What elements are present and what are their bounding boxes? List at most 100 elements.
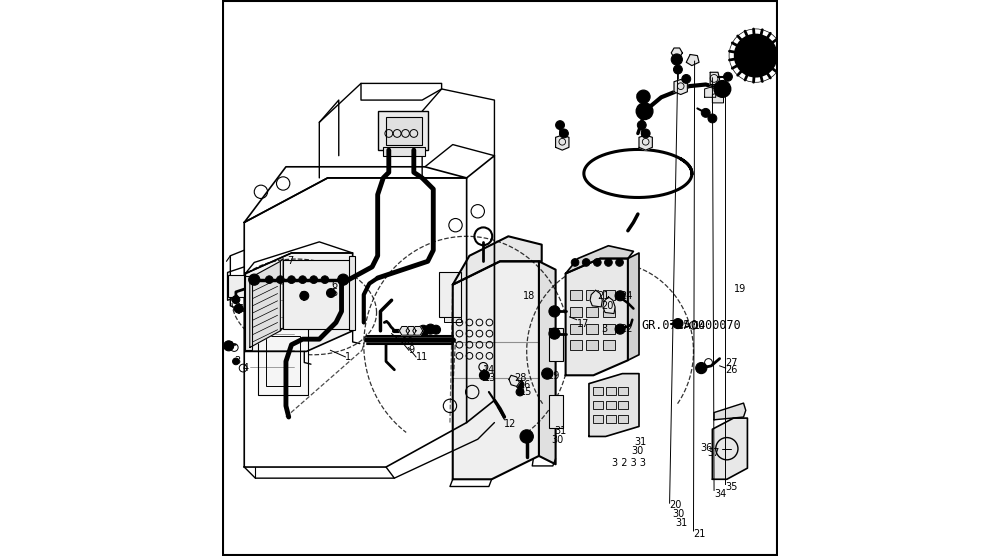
Bar bbox=[593, 387, 603, 395]
Circle shape bbox=[682, 75, 691, 83]
Polygon shape bbox=[453, 261, 539, 479]
Circle shape bbox=[549, 306, 560, 317]
Bar bbox=[606, 387, 616, 395]
Circle shape bbox=[233, 358, 239, 365]
Polygon shape bbox=[710, 72, 720, 85]
Circle shape bbox=[520, 430, 533, 443]
Text: 2: 2 bbox=[228, 341, 234, 351]
Text: 29: 29 bbox=[547, 371, 560, 381]
Circle shape bbox=[327, 289, 335, 297]
Circle shape bbox=[761, 40, 766, 44]
Bar bbox=[549, 328, 563, 361]
Polygon shape bbox=[714, 403, 746, 420]
Circle shape bbox=[479, 370, 489, 380]
Circle shape bbox=[559, 129, 568, 138]
Circle shape bbox=[516, 388, 524, 396]
Polygon shape bbox=[590, 290, 602, 307]
Text: 22: 22 bbox=[620, 324, 633, 334]
Polygon shape bbox=[712, 93, 724, 103]
Circle shape bbox=[636, 103, 653, 120]
Bar bbox=[549, 395, 563, 428]
Polygon shape bbox=[589, 374, 639, 436]
Text: 8: 8 bbox=[300, 291, 306, 301]
Polygon shape bbox=[566, 246, 633, 274]
Bar bbox=[586, 290, 598, 300]
Text: 30: 30 bbox=[632, 446, 644, 456]
Circle shape bbox=[738, 53, 742, 58]
Text: 14: 14 bbox=[693, 321, 706, 331]
Polygon shape bbox=[250, 261, 280, 348]
Circle shape bbox=[724, 72, 732, 81]
Bar bbox=[618, 401, 628, 409]
Text: 6: 6 bbox=[331, 280, 337, 290]
Circle shape bbox=[708, 114, 717, 123]
Text: 5: 5 bbox=[331, 288, 337, 298]
Bar bbox=[283, 260, 353, 329]
Bar bbox=[258, 328, 308, 395]
Text: 13: 13 bbox=[484, 373, 497, 383]
Polygon shape bbox=[674, 80, 687, 95]
Circle shape bbox=[544, 371, 550, 376]
Text: 28: 28 bbox=[514, 373, 526, 383]
Circle shape bbox=[288, 276, 295, 284]
Circle shape bbox=[616, 259, 623, 266]
Bar bbox=[228, 275, 244, 297]
Circle shape bbox=[637, 90, 650, 103]
Polygon shape bbox=[712, 418, 747, 479]
Circle shape bbox=[300, 291, 309, 300]
Circle shape bbox=[746, 40, 750, 44]
Text: 31: 31 bbox=[635, 437, 647, 447]
Circle shape bbox=[615, 324, 625, 334]
Circle shape bbox=[321, 276, 329, 284]
Text: 37: 37 bbox=[707, 448, 719, 458]
Bar bbox=[349, 256, 355, 330]
Bar bbox=[603, 324, 615, 334]
Text: 10: 10 bbox=[402, 337, 414, 347]
Circle shape bbox=[637, 121, 646, 130]
Text: GR.072A0000070: GR.072A0000070 bbox=[642, 319, 742, 332]
Text: 19: 19 bbox=[734, 284, 746, 294]
Circle shape bbox=[432, 325, 441, 334]
Text: 35: 35 bbox=[725, 481, 738, 492]
Polygon shape bbox=[245, 253, 353, 351]
Bar bbox=[570, 340, 582, 350]
Text: 12: 12 bbox=[504, 419, 517, 429]
Circle shape bbox=[673, 65, 682, 74]
Polygon shape bbox=[639, 135, 652, 150]
Bar bbox=[245, 276, 252, 350]
Polygon shape bbox=[628, 253, 639, 360]
Bar bbox=[266, 336, 300, 386]
Circle shape bbox=[746, 67, 750, 71]
Circle shape bbox=[516, 381, 524, 389]
Circle shape bbox=[673, 319, 683, 329]
Polygon shape bbox=[399, 326, 409, 335]
Circle shape bbox=[276, 276, 284, 284]
Text: 20: 20 bbox=[602, 301, 614, 311]
Polygon shape bbox=[671, 48, 682, 58]
Text: 15: 15 bbox=[520, 387, 532, 397]
Bar bbox=[586, 324, 598, 334]
Circle shape bbox=[234, 304, 243, 313]
Polygon shape bbox=[566, 259, 628, 375]
Polygon shape bbox=[509, 375, 519, 386]
Polygon shape bbox=[705, 87, 716, 97]
Text: 20: 20 bbox=[670, 500, 682, 510]
Circle shape bbox=[571, 259, 579, 266]
Text: 3 2 3 3: 3 2 3 3 bbox=[612, 458, 646, 468]
Polygon shape bbox=[556, 135, 569, 150]
Circle shape bbox=[542, 368, 553, 379]
Circle shape bbox=[671, 54, 682, 65]
Bar bbox=[618, 415, 628, 423]
Bar bbox=[593, 401, 603, 409]
Bar bbox=[570, 307, 582, 317]
Polygon shape bbox=[453, 236, 542, 285]
Circle shape bbox=[696, 363, 707, 374]
Bar bbox=[570, 324, 582, 334]
Circle shape bbox=[615, 291, 625, 301]
Circle shape bbox=[769, 53, 774, 58]
Circle shape bbox=[418, 325, 429, 336]
Circle shape bbox=[641, 129, 650, 138]
Circle shape bbox=[249, 274, 260, 285]
Text: 18: 18 bbox=[523, 291, 535, 301]
Circle shape bbox=[299, 276, 307, 284]
